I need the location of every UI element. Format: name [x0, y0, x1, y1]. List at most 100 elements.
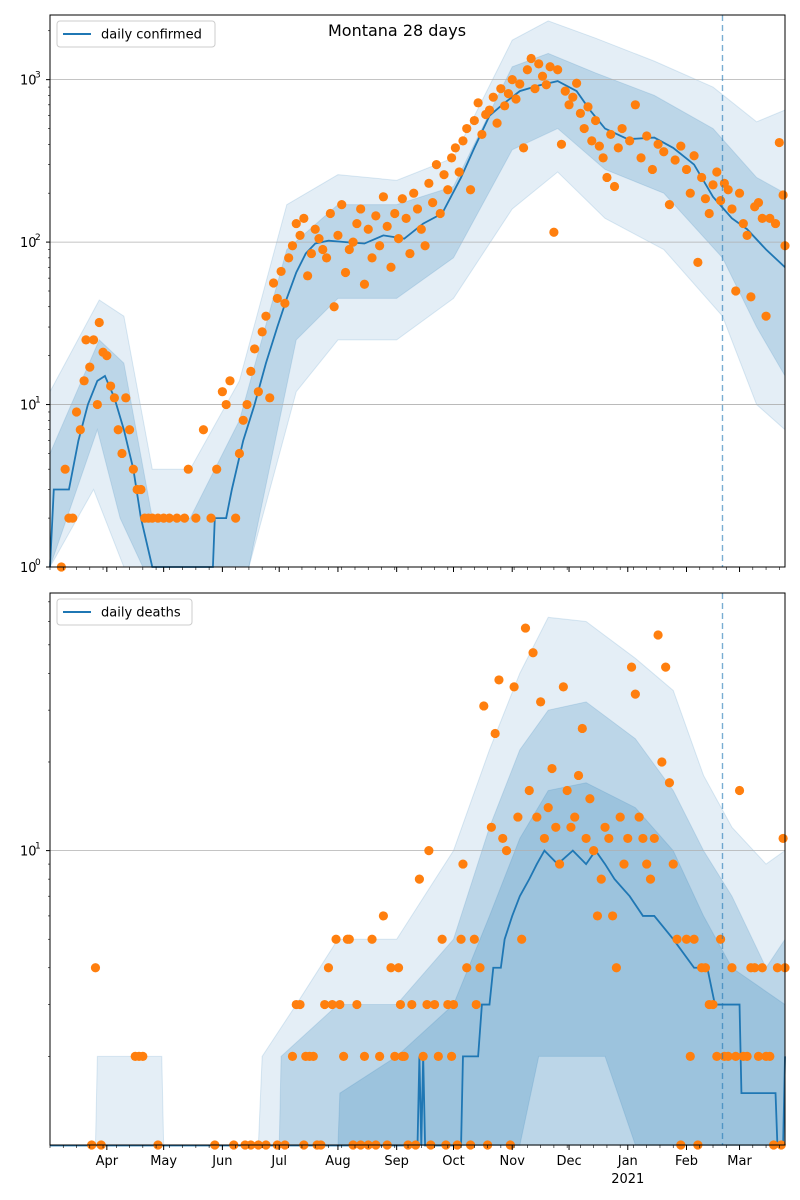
data-point [664, 778, 675, 788]
data-point [287, 1051, 298, 1061]
data-point [393, 963, 404, 973]
data-point [465, 185, 476, 195]
data-point [299, 213, 309, 223]
data-point [356, 204, 366, 214]
data-point [323, 963, 334, 973]
data-point [454, 167, 464, 177]
data-point [420, 241, 430, 251]
data-point [560, 86, 570, 96]
data-point [727, 963, 737, 973]
data-point [206, 513, 216, 523]
data-point [268, 278, 279, 288]
data-point [246, 366, 256, 376]
data-point [327, 999, 337, 1010]
data-point [329, 302, 339, 312]
data-point [700, 194, 711, 204]
data-point [606, 129, 616, 140]
data-point [625, 136, 635, 146]
data-point [753, 1051, 764, 1061]
data-point [553, 65, 563, 75]
data-point [486, 822, 496, 832]
data-point [511, 94, 521, 104]
data-point [517, 934, 527, 944]
data-point [653, 630, 663, 640]
data-point [536, 697, 546, 707]
data-point [693, 257, 703, 267]
data-point [630, 689, 640, 699]
data-point [291, 218, 301, 229]
data-point [303, 271, 313, 281]
data-point [198, 425, 209, 435]
data-point [723, 185, 733, 195]
data-point [649, 833, 659, 844]
data-point [770, 218, 781, 229]
data-point [446, 153, 457, 163]
data-point [371, 211, 381, 221]
data-point [543, 802, 553, 813]
confirmed-points [56, 53, 790, 572]
data-point [596, 874, 606, 884]
x-tick-label: Jun [211, 1154, 232, 1169]
data-point [700, 963, 711, 973]
data-point [295, 999, 305, 1010]
data-point [284, 253, 294, 263]
data-point [416, 224, 426, 234]
data-point [81, 335, 91, 345]
data-point [397, 194, 407, 204]
data-point [534, 59, 544, 69]
data-point [179, 513, 190, 523]
data-point [395, 999, 406, 1010]
data-point [689, 151, 699, 161]
data-point [469, 934, 479, 944]
data-point [231, 513, 241, 523]
data-point [401, 213, 411, 223]
data-point [619, 859, 629, 869]
data-point [715, 934, 726, 944]
data-point [363, 224, 373, 234]
data-point [88, 335, 99, 345]
data-point [708, 999, 718, 1010]
data-point [458, 859, 468, 869]
data-point [310, 224, 320, 234]
data-point [477, 129, 487, 140]
data-point [664, 200, 675, 210]
data-point [757, 963, 767, 973]
data-point [602, 172, 612, 183]
data-point [520, 623, 531, 633]
data-point [668, 859, 678, 869]
data-point [71, 407, 82, 417]
data-point [433, 1051, 443, 1061]
data-point [778, 833, 788, 844]
data-point [723, 1051, 733, 1061]
data-point [492, 118, 502, 128]
data-point [375, 241, 385, 251]
data-point [611, 963, 622, 973]
data-point [778, 190, 788, 200]
data-point [439, 170, 449, 180]
data-point [462, 123, 472, 134]
data-point [422, 999, 432, 1010]
data-point [753, 198, 764, 208]
data-point [742, 1051, 752, 1061]
y-tick-label: 10 [20, 399, 37, 414]
data-point [564, 100, 574, 110]
data-point [109, 393, 120, 403]
data-point [575, 108, 586, 118]
data-point [653, 139, 663, 149]
deaths-axes-frame [49, 592, 786, 1146]
data-point [524, 785, 534, 796]
data-point [331, 934, 341, 944]
data-point [253, 387, 263, 397]
data-point [418, 1051, 428, 1061]
data-point [344, 244, 354, 255]
data-point [609, 181, 620, 192]
data-point [320, 999, 330, 1010]
data-point [295, 230, 305, 240]
data-point [551, 822, 561, 832]
data-point [513, 812, 523, 822]
data-point [183, 464, 193, 474]
confirmed-x-ticks [49, 567, 780, 572]
data-point [471, 999, 481, 1010]
deaths-legend-box [56, 598, 193, 626]
